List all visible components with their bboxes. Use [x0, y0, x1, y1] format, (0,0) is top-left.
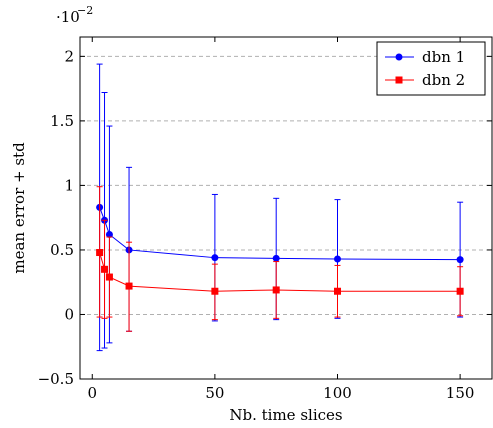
- data-point: [272, 254, 280, 262]
- y-axis-label: mean error + std: [10, 142, 28, 274]
- data-point: [334, 255, 341, 263]
- data-point: [96, 249, 104, 257]
- y-scale-note: ·10: [56, 8, 80, 26]
- series-2: [96, 186, 464, 332]
- legend-box: [376, 41, 486, 96]
- series-line: [99, 207, 461, 261]
- y-tick-label: 0.5: [50, 241, 74, 259]
- legend: dbn 1 dbn 2: [376, 41, 486, 96]
- x-tick-label: 0: [87, 384, 97, 402]
- y-ticks: −0.5 0 0.5 1 1.5 2: [38, 47, 492, 388]
- x-ticks: 0 50 100 150: [87, 37, 474, 402]
- data-point: [211, 287, 219, 295]
- y-tick-label: 1.5: [50, 112, 74, 130]
- data-point: [125, 282, 133, 290]
- y-scale-exponent: −2: [77, 4, 93, 17]
- legend-marker-dbn-1: [395, 53, 403, 61]
- series-1: [96, 63, 464, 352]
- legend-label-dbn-2: dbn 2: [422, 71, 465, 89]
- data-point: [334, 287, 341, 295]
- x-tick-label: 50: [205, 384, 224, 402]
- data-point: [211, 254, 219, 262]
- x-axis-label: Nb. time slices: [229, 406, 342, 424]
- x-tick-label: 150: [446, 384, 475, 402]
- y-tick-label: −0.5: [38, 370, 74, 388]
- y-tick-label: 2: [64, 47, 74, 65]
- y-tick-label: 0: [64, 305, 74, 323]
- data-point: [456, 287, 464, 295]
- plot-frame: [79, 36, 493, 380]
- legend-label-dbn-1: dbn 1: [422, 48, 465, 66]
- data-point: [101, 265, 109, 273]
- data-point: [272, 286, 280, 294]
- data-point: [105, 273, 113, 281]
- legend-marker-dbn-2: [395, 76, 403, 84]
- series-layer: [96, 63, 464, 352]
- data-point: [456, 256, 464, 264]
- data-point: [105, 230, 113, 238]
- y-tick-label: 1: [64, 176, 74, 194]
- grid-lines: [80, 55, 492, 380]
- x-tick-label: 100: [323, 384, 352, 402]
